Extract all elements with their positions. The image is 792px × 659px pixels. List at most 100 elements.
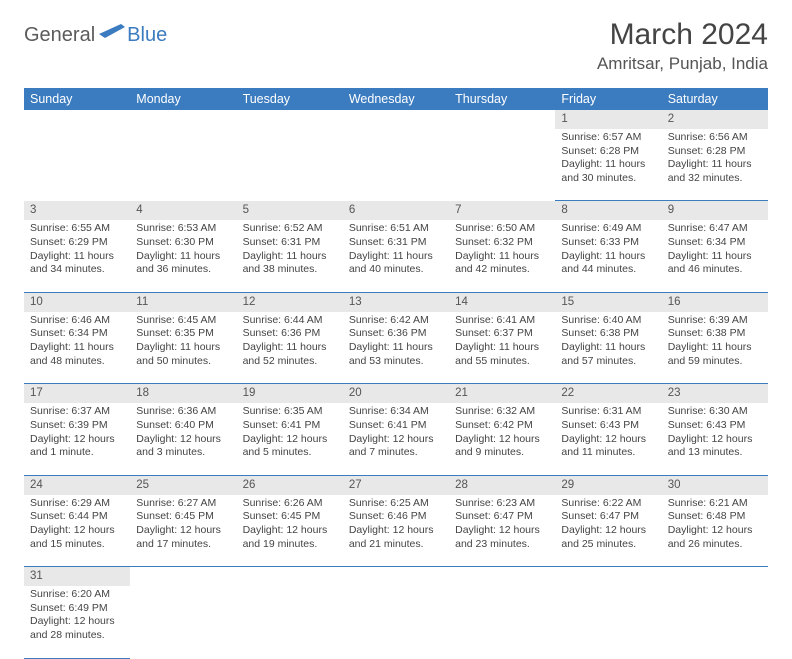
sunset-text: Sunset: 6:28 PM: [561, 145, 655, 159]
day-number: 8: [555, 201, 661, 220]
day2-text: and 21 minutes.: [349, 538, 443, 552]
day-cell: Sunrise: 6:56 AMSunset: 6:28 PMDaylight:…: [662, 129, 768, 201]
day-cell: Sunrise: 6:39 AMSunset: 6:38 PMDaylight:…: [662, 312, 768, 384]
day2-text: and 9 minutes.: [455, 446, 549, 460]
day-number: 9: [662, 201, 768, 220]
sunrise-text: Sunrise: 6:34 AM: [349, 405, 443, 419]
day-number: 20: [343, 384, 449, 403]
day-cell: Sunrise: 6:52 AMSunset: 6:31 PMDaylight:…: [237, 220, 343, 292]
day1-text: Daylight: 12 hours: [455, 524, 549, 538]
day-cell: Sunrise: 6:47 AMSunset: 6:34 PMDaylight:…: [662, 220, 768, 292]
sunrise-text: Sunrise: 6:51 AM: [349, 222, 443, 236]
day-cell: Sunrise: 6:26 AMSunset: 6:45 PMDaylight:…: [237, 495, 343, 567]
day-detail-row: Sunrise: 6:29 AMSunset: 6:44 PMDaylight:…: [24, 495, 768, 567]
day-number-row: 12: [24, 110, 768, 129]
sunset-text: Sunset: 6:44 PM: [30, 510, 124, 524]
day-cell: Sunrise: 6:37 AMSunset: 6:39 PMDaylight:…: [24, 403, 130, 475]
day-number: [343, 567, 449, 586]
day-cell: [343, 586, 449, 658]
day1-text: Daylight: 12 hours: [30, 524, 124, 538]
day-detail-row: Sunrise: 6:46 AMSunset: 6:34 PMDaylight:…: [24, 312, 768, 384]
sunrise-text: Sunrise: 6:44 AM: [243, 314, 337, 328]
sunset-text: Sunset: 6:35 PM: [136, 327, 230, 341]
day2-text: and 30 minutes.: [561, 172, 655, 186]
sunset-text: Sunset: 6:38 PM: [668, 327, 762, 341]
sunset-text: Sunset: 6:46 PM: [349, 510, 443, 524]
weekday-header: Monday: [130, 88, 236, 110]
day-number: 7: [449, 201, 555, 220]
day1-text: Daylight: 11 hours: [668, 158, 762, 172]
day1-text: Daylight: 11 hours: [349, 250, 443, 264]
day-cell: Sunrise: 6:34 AMSunset: 6:41 PMDaylight:…: [343, 403, 449, 475]
day-cell: Sunrise: 6:22 AMSunset: 6:47 PMDaylight:…: [555, 495, 661, 567]
sunrise-text: Sunrise: 6:55 AM: [30, 222, 124, 236]
day2-text: and 57 minutes.: [561, 355, 655, 369]
day-number: [662, 567, 768, 586]
calendar-table: Sunday Monday Tuesday Wednesday Thursday…: [24, 88, 768, 659]
sunrise-text: Sunrise: 6:42 AM: [349, 314, 443, 328]
day2-text: and 11 minutes.: [561, 446, 655, 460]
day-number: 3: [24, 201, 130, 220]
day-number: 21: [449, 384, 555, 403]
day-number-row: 24252627282930: [24, 475, 768, 494]
day-number: [24, 110, 130, 129]
sunset-text: Sunset: 6:45 PM: [136, 510, 230, 524]
day1-text: Daylight: 12 hours: [561, 433, 655, 447]
day2-text: and 59 minutes.: [668, 355, 762, 369]
day-cell: Sunrise: 6:25 AMSunset: 6:46 PMDaylight:…: [343, 495, 449, 567]
day2-text: and 36 minutes.: [136, 263, 230, 277]
day-number: [237, 110, 343, 129]
day-cell: Sunrise: 6:49 AMSunset: 6:33 PMDaylight:…: [555, 220, 661, 292]
sunrise-text: Sunrise: 6:23 AM: [455, 497, 549, 511]
day1-text: Daylight: 12 hours: [136, 524, 230, 538]
day2-text: and 3 minutes.: [136, 446, 230, 460]
day1-text: Daylight: 11 hours: [30, 341, 124, 355]
sunset-text: Sunset: 6:34 PM: [668, 236, 762, 250]
sunrise-text: Sunrise: 6:27 AM: [136, 497, 230, 511]
sunset-text: Sunset: 6:47 PM: [455, 510, 549, 524]
sunset-text: Sunset: 6:34 PM: [30, 327, 124, 341]
day-number: 29: [555, 475, 661, 494]
day-cell: Sunrise: 6:30 AMSunset: 6:43 PMDaylight:…: [662, 403, 768, 475]
day-detail-row: Sunrise: 6:37 AMSunset: 6:39 PMDaylight:…: [24, 403, 768, 475]
day-number: 18: [130, 384, 236, 403]
sunrise-text: Sunrise: 6:46 AM: [30, 314, 124, 328]
sunset-text: Sunset: 6:29 PM: [30, 236, 124, 250]
day-cell: Sunrise: 6:41 AMSunset: 6:37 PMDaylight:…: [449, 312, 555, 384]
day-number: 15: [555, 292, 661, 311]
sunset-text: Sunset: 6:38 PM: [561, 327, 655, 341]
day-number: [449, 567, 555, 586]
location-label: Amritsar, Punjab, India: [597, 54, 768, 74]
day-cell: Sunrise: 6:42 AMSunset: 6:36 PMDaylight:…: [343, 312, 449, 384]
day-cell: Sunrise: 6:50 AMSunset: 6:32 PMDaylight:…: [449, 220, 555, 292]
day-cell: [343, 129, 449, 201]
day-cell: Sunrise: 6:36 AMSunset: 6:40 PMDaylight:…: [130, 403, 236, 475]
day1-text: Daylight: 11 hours: [30, 250, 124, 264]
sunset-text: Sunset: 6:41 PM: [243, 419, 337, 433]
sunrise-text: Sunrise: 6:30 AM: [668, 405, 762, 419]
day1-text: Daylight: 12 hours: [136, 433, 230, 447]
day-cell: [130, 586, 236, 658]
day-cell: [237, 129, 343, 201]
day-number: [555, 567, 661, 586]
day-number-row: 17181920212223: [24, 384, 768, 403]
day2-text: and 13 minutes.: [668, 446, 762, 460]
day-cell: [555, 586, 661, 658]
sunrise-text: Sunrise: 6:47 AM: [668, 222, 762, 236]
sunrise-text: Sunrise: 6:50 AM: [455, 222, 549, 236]
weekday-header: Saturday: [662, 88, 768, 110]
day1-text: Daylight: 11 hours: [455, 341, 549, 355]
day2-text: and 46 minutes.: [668, 263, 762, 277]
day-number: 19: [237, 384, 343, 403]
sunset-text: Sunset: 6:28 PM: [668, 145, 762, 159]
sunrise-text: Sunrise: 6:20 AM: [30, 588, 124, 602]
day1-text: Daylight: 12 hours: [455, 433, 549, 447]
sunrise-text: Sunrise: 6:39 AM: [668, 314, 762, 328]
day-number: 4: [130, 201, 236, 220]
day1-text: Daylight: 11 hours: [561, 250, 655, 264]
sunrise-text: Sunrise: 6:25 AM: [349, 497, 443, 511]
day2-text: and 52 minutes.: [243, 355, 337, 369]
day1-text: Daylight: 11 hours: [243, 341, 337, 355]
day1-text: Daylight: 12 hours: [668, 524, 762, 538]
day-number: 24: [24, 475, 130, 494]
